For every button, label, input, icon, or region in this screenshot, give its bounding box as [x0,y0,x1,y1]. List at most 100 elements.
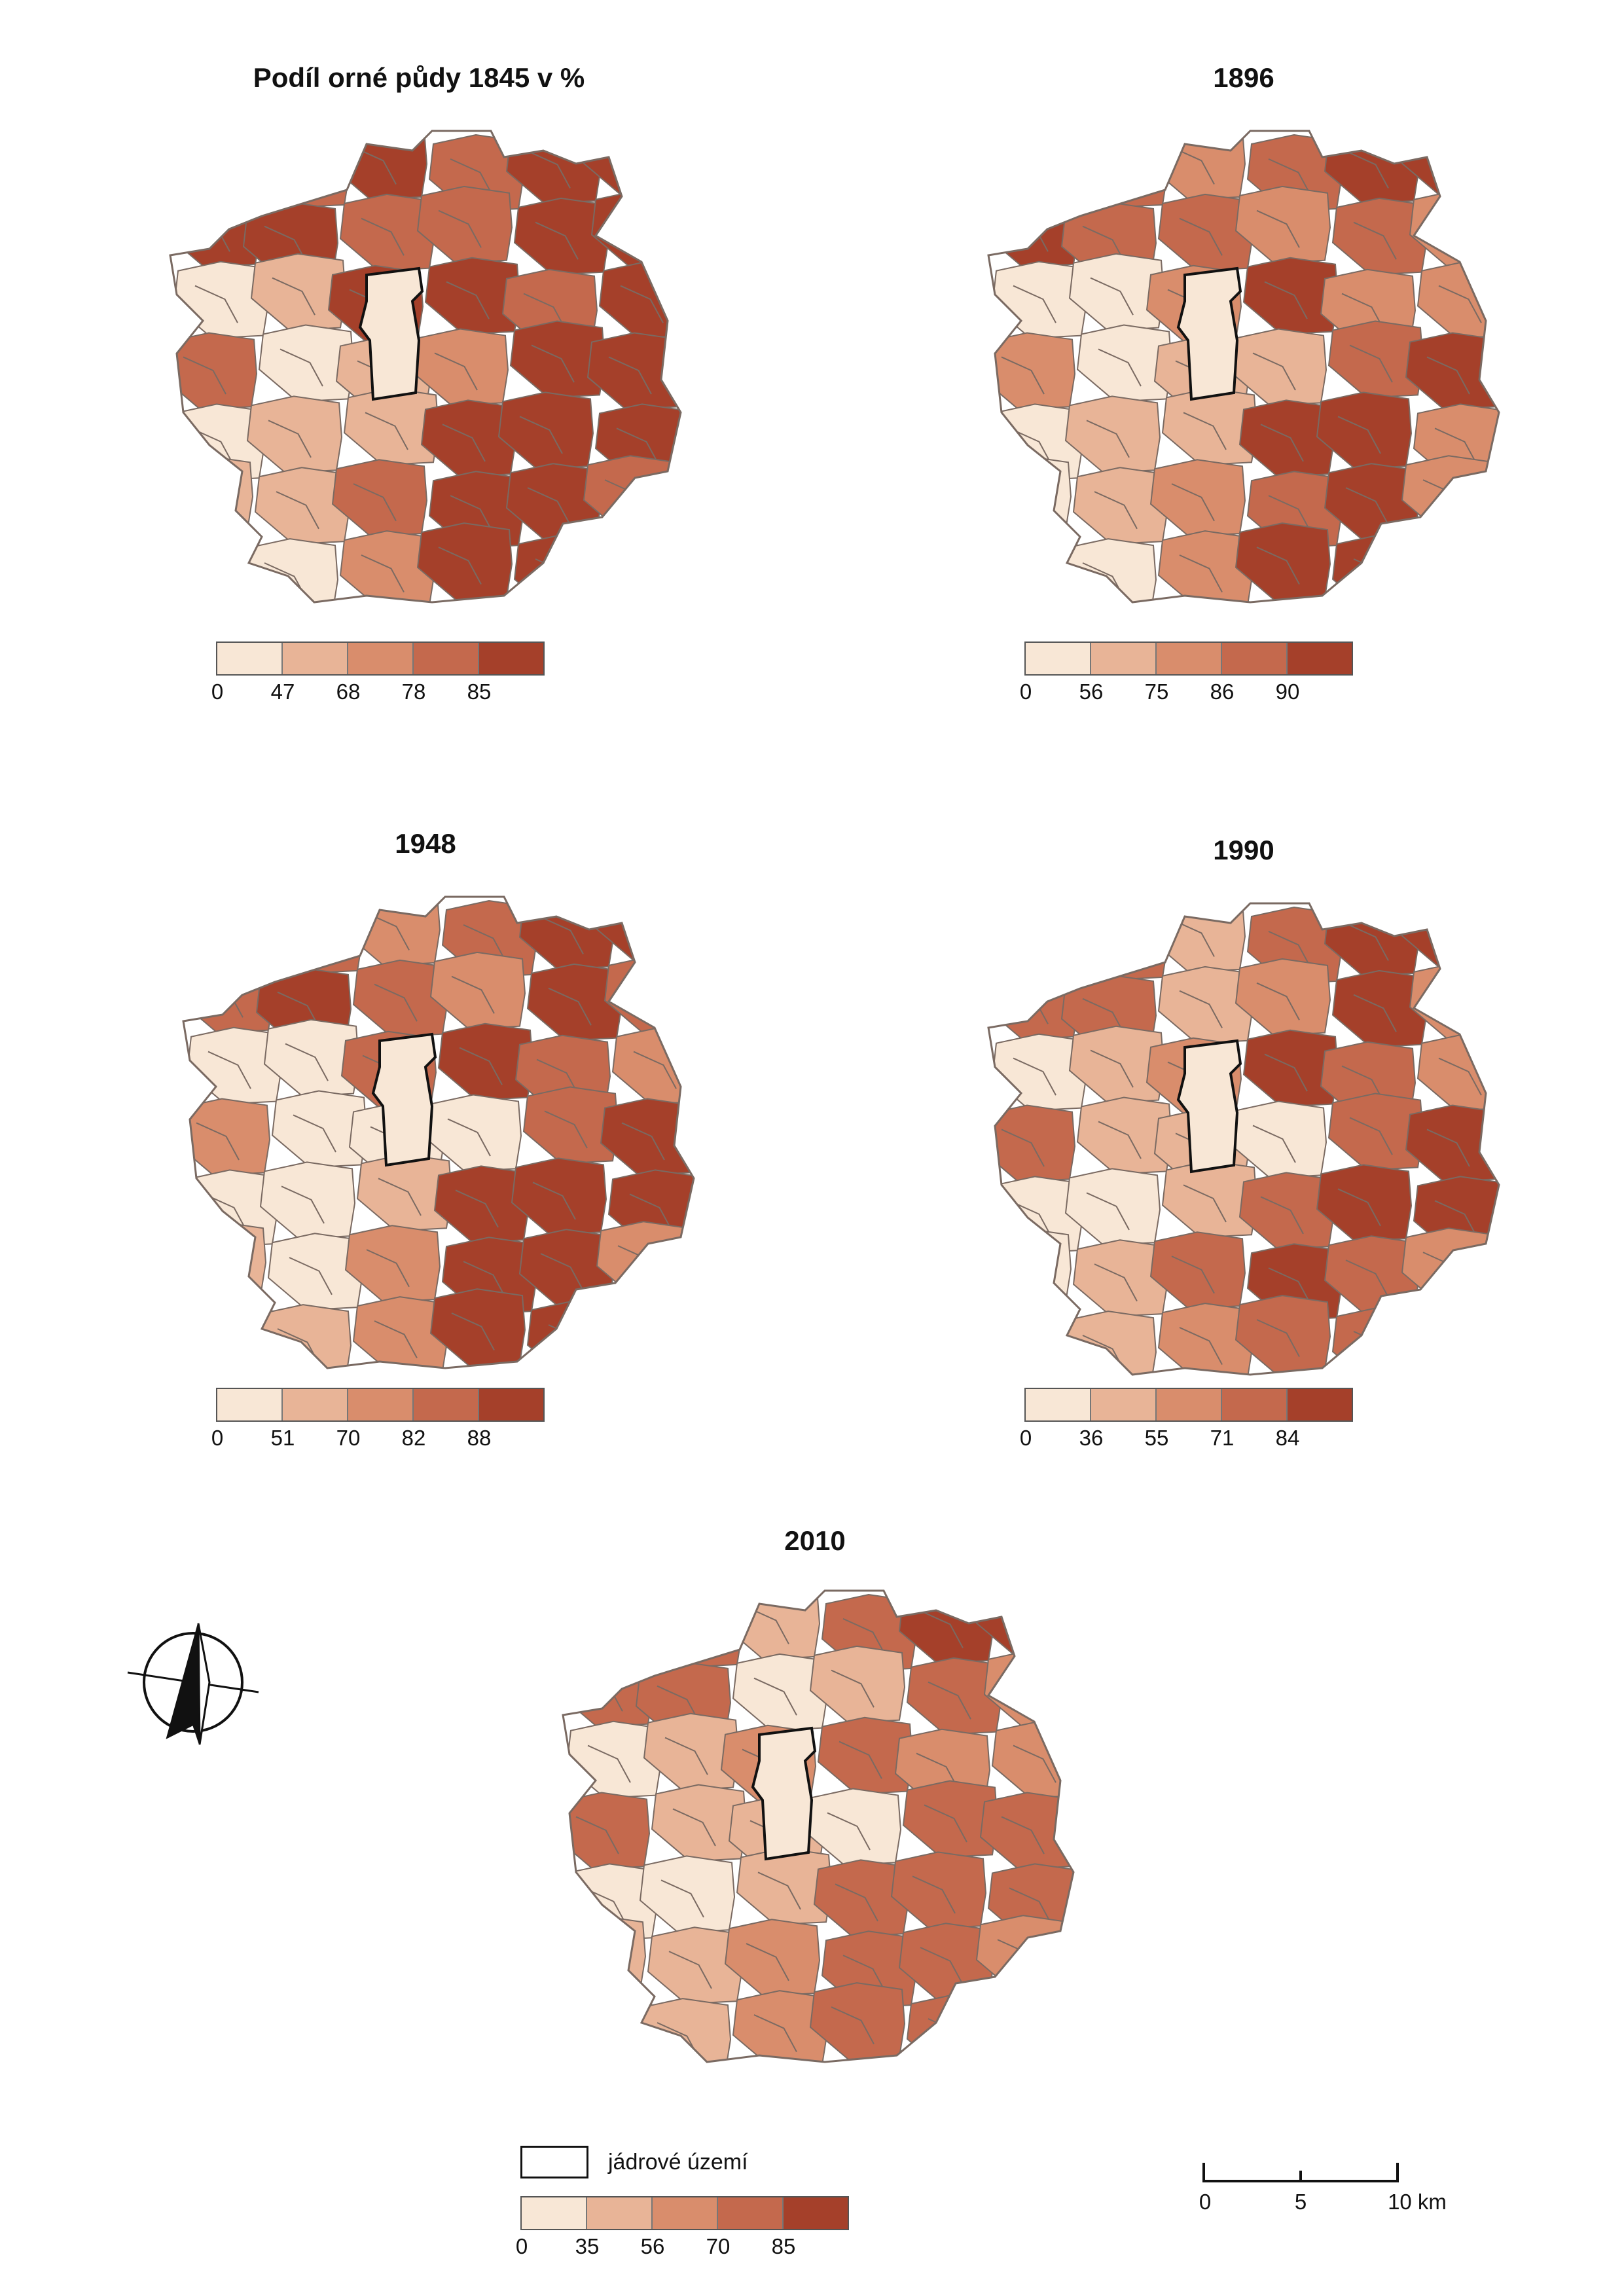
municipality-border [625,1316,669,1355]
municipality-region [647,1591,744,1668]
municipality-border [1179,554,1223,593]
municipality-region [1235,958,1331,1036]
municipality-border [463,924,507,962]
municipality-border [571,1939,615,1978]
municipality-region [1149,459,1246,537]
legend-swatches [1024,642,1353,676]
municipality-region [242,538,339,602]
map-title-1896: 1896 [1213,62,1274,93]
municipality-region [339,193,436,272]
municipality-border [1013,1057,1056,1096]
municipality-region [906,1657,1003,1735]
north-arrow-icon [127,1623,259,1745]
municipality-region [1409,526,1499,602]
municipality-region [1157,966,1254,1044]
legend-break-label: 36 [1079,1426,1104,1450]
municipality-region [246,395,343,474]
municipality-region [1331,197,1428,276]
municipality-border [374,983,418,1022]
municipality-border [1345,487,1389,526]
core-area [1176,266,1242,401]
municipality-region [1149,1231,1246,1310]
municipality-border [571,1602,615,1640]
municipality-border [200,1316,244,1355]
municipality-border [616,427,660,466]
municipality-border [208,1051,251,1089]
municipality-region [339,530,436,602]
municipality-border [190,427,234,466]
municipality-border [268,420,312,458]
legend-swatch-5 [1288,643,1352,674]
municipality-region [416,185,513,264]
municipality-region [1060,538,1157,602]
municipality-border [280,348,323,387]
municipality-border [272,277,316,316]
municipality-border [1268,495,1312,533]
scale-label-10km: 10 km [1388,2190,1447,2214]
municipality-border [1090,1049,1134,1088]
legend-break-label: 85 [771,2234,796,2258]
municipality-border [1005,2010,1049,2049]
municipality-border [1001,1129,1045,1167]
scale-label-5: 5 [1294,2190,1307,2214]
municipality-region [1238,399,1335,478]
municipality-border [192,1245,236,1284]
municipality-border [361,554,405,593]
municipality-border [579,2010,623,2049]
municipality-border [1337,416,1381,454]
municipality-region [1072,131,1169,208]
municipality-region [586,332,681,410]
municipality-border [1260,424,1304,462]
legend-break-label: 75 [1144,679,1169,704]
municipality-region [331,459,428,537]
municipality-border [1094,1263,1138,1302]
legend-swatches [216,642,545,676]
municipality-region [988,1299,1080,1375]
municipality-border [1171,483,1215,522]
municipality-region [420,399,517,478]
municipality-border [1345,1259,1389,1298]
municipality-border [1256,547,1300,585]
municipality-region [596,1221,693,1299]
municipality-region [988,1104,1076,1183]
municipality-border [839,1741,882,1779]
legend-swatch-1 [522,2197,587,2229]
legend-break-label: 0 [211,1426,224,1450]
municipality-border [459,1047,503,1085]
region-outline [169,130,682,604]
municipality-border [293,1114,336,1153]
legend-swatch-1 [1026,643,1091,674]
legend-1896: 0 56 75 86 90 [1020,642,1353,704]
municipality-border [625,979,669,1018]
municipality-region [639,1855,736,1934]
municipality-border [1171,1256,1215,1294]
municipality-region [183,897,267,962]
municipality-border [450,158,494,196]
municipality-border [1013,1744,1056,1783]
municipality-border [1268,158,1312,196]
municipality-border [463,1261,507,1299]
municipality-border [1179,1327,1223,1365]
region-outline [562,1589,1075,2063]
municipality-region [513,534,610,602]
municipality-border [1349,1117,1393,1155]
municipality-border [1001,1816,1045,1854]
municipality-region [170,131,254,196]
municipality-border [633,1051,677,1089]
municipality-border [842,1617,886,1656]
municipality-border [1349,344,1393,383]
municipality-border [1260,1196,1304,1235]
legend-break-label: 55 [1144,1426,1169,1450]
legend-swatch-4 [718,2197,784,2229]
municipality-border [1009,1200,1053,1238]
municipality-border [612,213,656,252]
municipality-border [276,491,319,530]
municipality-region [1331,1307,1428,1375]
municipality-border [535,221,579,260]
municipality-border [194,285,238,323]
municipality-region [1401,1227,1498,1306]
municipality-region [254,131,351,208]
municipality-border [583,1887,627,1926]
municipality-region [813,1859,910,1938]
municipality-border [629,1193,673,1232]
